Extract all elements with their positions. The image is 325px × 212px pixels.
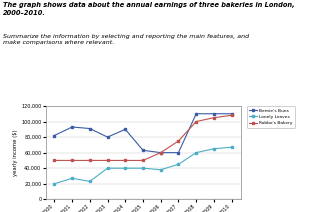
Robbo's Bakery [141, 159, 145, 162]
Bernie's Buns [106, 136, 110, 138]
Bernie's Buns [176, 151, 180, 154]
Bernie's Buns [212, 113, 216, 115]
Robbo's Bakery [70, 159, 74, 162]
Robbo's Bakery [212, 116, 216, 119]
Robbo's Bakery [194, 120, 198, 123]
Lonely Loaves [123, 167, 127, 169]
Lonely Loaves [88, 180, 92, 183]
Robbo's Bakery [88, 159, 92, 162]
Lonely Loaves [194, 151, 198, 154]
Lonely Loaves [70, 177, 74, 180]
Lonely Loaves [212, 148, 216, 150]
Robbo's Bakery [159, 151, 163, 154]
Bernie's Buns [88, 127, 92, 130]
Text: Summarize the information by selecting and reporting the main features, and
make: Summarize the information by selecting a… [3, 34, 249, 45]
Legend: Bernie's Buns, Lonely Loaves, Robbo's Bakery: Bernie's Buns, Lonely Loaves, Robbo's Ba… [247, 106, 295, 128]
Lonely Loaves [159, 169, 163, 171]
Robbo's Bakery [106, 159, 110, 162]
Bernie's Buns [194, 113, 198, 115]
Bernie's Buns [230, 113, 234, 115]
Lonely Loaves [106, 167, 110, 169]
Bernie's Buns [141, 149, 145, 152]
Y-axis label: yearly income ($): yearly income ($) [13, 129, 18, 176]
Line: Robbo's Bakery: Robbo's Bakery [53, 114, 233, 162]
Bernie's Buns [52, 134, 56, 137]
Lonely Loaves [176, 163, 180, 166]
Robbo's Bakery [230, 114, 234, 117]
Robbo's Bakery [52, 159, 56, 162]
Lonely Loaves [141, 167, 145, 169]
Bernie's Buns [123, 128, 127, 131]
Bernie's Buns [70, 126, 74, 128]
Lonely Loaves [52, 183, 56, 185]
Bernie's Buns [159, 151, 163, 154]
Robbo's Bakery [176, 140, 180, 142]
Line: Lonely Loaves: Lonely Loaves [53, 146, 233, 185]
Text: The graph shows data about the annual earnings of three bakeries in London,
2000: The graph shows data about the annual ea… [3, 2, 295, 16]
Line: Bernie's Buns: Bernie's Buns [53, 112, 233, 154]
Lonely Loaves [230, 146, 234, 148]
Robbo's Bakery [123, 159, 127, 162]
